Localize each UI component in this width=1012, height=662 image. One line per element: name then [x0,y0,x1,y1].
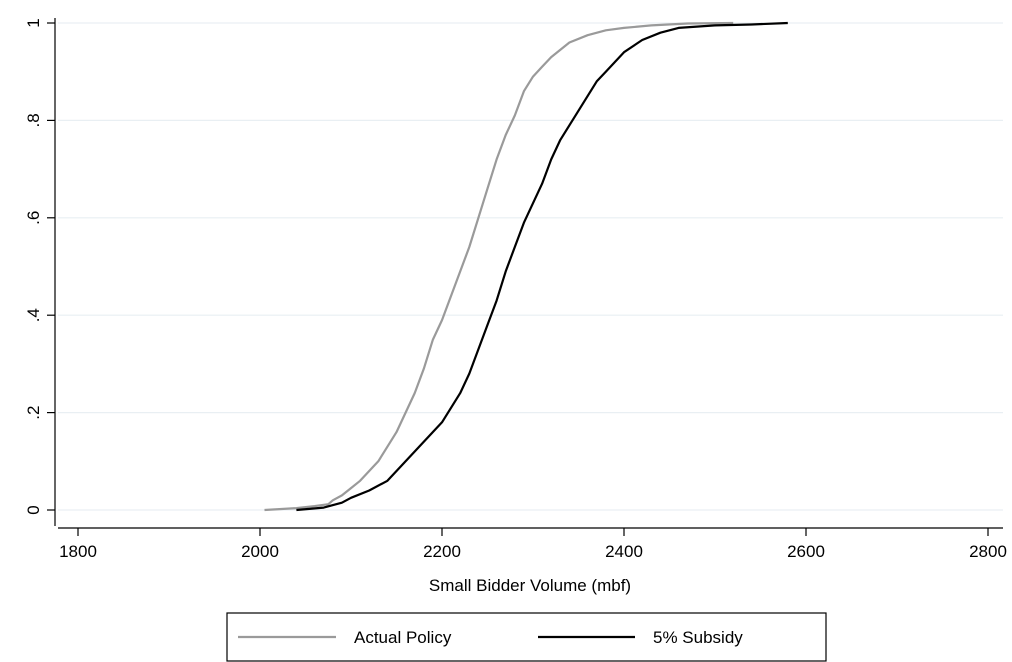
series-line-actual-policy [264,21,734,512]
series-line-5pct-subsidy [296,21,788,512]
x-axis-ticks: 1800 2000 2200 2400 2600 2800 [59,528,1007,561]
y-tick-label: .2 [24,406,43,420]
y-tick-label: .4 [24,308,43,322]
y-tick-label: 0 [24,505,43,514]
legend: Actual Policy 5% Subsidy [226,612,827,662]
x-tick-label: 2000 [241,542,279,561]
legend-label-5pct-subsidy: 5% Subsidy [653,628,743,647]
legend-label-actual-policy: Actual Policy [354,628,452,647]
x-tick-label: 2200 [423,542,461,561]
y-tick-label: .8 [24,113,43,127]
x-tick-label: 1800 [59,542,97,561]
y-tick-label: 1 [24,18,43,27]
x-axis-label: Small Bidder Volume (mbf) [429,576,631,595]
gridlines [58,22,1003,511]
series-lines [264,21,788,512]
y-axis-ticks: 0 .2 .4 .6 .8 1 [24,18,55,515]
y-tick-label: .6 [24,211,43,225]
x-tick-label: 2600 [787,542,825,561]
x-tick-label: 2800 [969,542,1007,561]
x-tick-label: 2400 [605,542,643,561]
